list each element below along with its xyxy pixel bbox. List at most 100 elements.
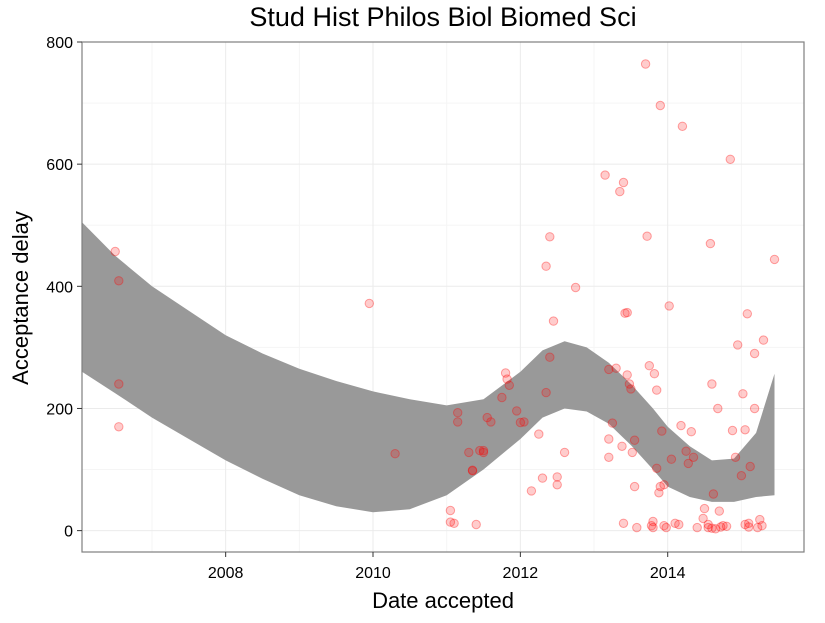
data-point [745,461,755,472]
data-point [541,387,551,398]
data-point [736,471,747,481]
data-point [526,486,537,496]
y-axis-title: Acceptance delay [8,211,33,385]
data-point [570,282,581,293]
points-layer [110,59,780,534]
x-axis: 2008 2010 2012 2014 [208,552,686,582]
data-point [600,170,610,180]
data-point [110,246,120,257]
data-point [674,519,684,530]
data-point [642,231,652,241]
data-point [703,519,713,530]
data-point [655,481,665,492]
data-point [545,352,555,362]
data-point [683,458,693,469]
data-point [114,379,124,389]
data-point [515,417,526,428]
data-point [703,522,713,533]
data-point [714,506,724,516]
data-point [464,447,474,458]
y-tick-label: 400 [46,279,73,296]
data-point [666,454,677,464]
data-point [453,417,463,427]
data-point [545,232,555,242]
data-point [644,361,654,371]
data-point [500,368,511,378]
x-axis-title: Date accepted [372,588,514,613]
data-point [730,452,741,462]
y-axis: 0 200 400 600 800 [46,35,82,541]
x-tick-label: 2008 [208,565,244,582]
data-point [552,480,562,490]
data-point [742,309,752,319]
data-point [552,472,562,482]
data-point [661,522,671,533]
data-point [618,518,629,528]
data-point [733,340,743,350]
data-point [664,301,674,311]
data-point [620,308,630,318]
data-point [449,518,459,528]
data-point [629,435,640,445]
data-point [541,261,551,271]
data-point [755,514,765,525]
data-point [698,513,708,524]
data-point [559,447,570,458]
data-point [744,518,754,528]
data-point [707,379,717,389]
data-point [718,521,728,531]
data-point [534,429,544,439]
x-tick-label: 2012 [503,565,539,582]
data-point [640,59,651,69]
data-point [752,522,763,533]
data-point [604,452,614,462]
data-point [708,489,719,499]
data-point [688,452,699,462]
data-point [486,417,496,427]
data-point [627,447,637,458]
data-point [604,434,614,444]
data-point [710,524,721,534]
data-point [725,154,735,165]
data-point [648,516,658,527]
data-point [738,389,748,399]
data-point [512,406,522,416]
data-point [758,335,769,345]
chart-title: Stud Hist Philos Biol Biomed Sci [249,2,636,32]
data-point [716,522,726,532]
data-point [681,446,691,456]
data-point [504,380,514,390]
data-point [632,522,642,533]
data-point [749,403,760,414]
data-point [114,422,124,432]
data-point [686,427,696,437]
data-point [657,426,667,436]
data-point [705,238,716,249]
data-point [740,519,750,530]
data-point [478,445,489,456]
data-point [744,522,754,532]
data-point [699,503,710,514]
data-point [713,403,723,414]
data-point [502,374,512,384]
data-point [364,298,374,309]
data-point [607,418,618,428]
data-point [721,521,732,531]
confidence-band [82,222,775,513]
data-point [537,473,548,483]
data-point [622,370,632,380]
data-point [519,417,529,427]
data-point [445,517,456,527]
data-point [749,348,760,359]
data-point [471,519,481,530]
data-point [626,384,636,394]
data-point [757,521,767,531]
data-point [611,363,621,373]
data-point [467,465,478,475]
x-tick-label: 2014 [650,565,686,582]
data-point [622,307,632,318]
data-point [676,420,686,431]
data-point [648,522,658,533]
data-point [655,100,665,111]
